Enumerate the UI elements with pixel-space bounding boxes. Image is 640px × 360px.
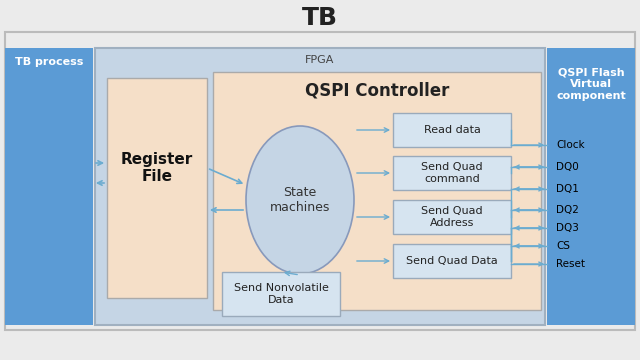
Text: Send Quad
Address: Send Quad Address [421,206,483,228]
Text: DQ0: DQ0 [556,162,579,172]
Bar [393,244,511,278]
Text: TB: TB [302,6,338,30]
Bar [547,48,635,325]
Bar [95,48,545,325]
Text: QSPI Flash
Virtual
component: QSPI Flash Virtual component [556,67,626,100]
Bar [5,32,635,330]
Text: CS: CS [556,241,570,251]
Bar [5,48,93,325]
Text: Read data: Read data [424,125,481,135]
Text: Send Quad
command: Send Quad command [421,162,483,184]
Text: Register
File: Register File [121,152,193,184]
Bar [393,113,511,147]
Bar [213,72,541,310]
Text: DQ3: DQ3 [556,223,579,233]
Text: Reset: Reset [556,259,585,269]
Text: State
machines: State machines [270,186,330,214]
Bar [393,156,511,190]
Text: QSPI Controller: QSPI Controller [305,81,449,99]
Text: DQ1: DQ1 [556,184,579,194]
Text: FPGA: FPGA [305,55,335,65]
Bar [222,272,340,316]
Text: TB process: TB process [15,57,83,67]
Text: DQ2: DQ2 [556,205,579,215]
Bar [107,78,207,298]
Bar [393,200,511,234]
Text: Send Nonvolatile
Data: Send Nonvolatile Data [234,283,328,305]
Text: Clock: Clock [556,140,584,150]
Ellipse shape [246,126,354,274]
Text: Send Quad Data: Send Quad Data [406,256,498,266]
